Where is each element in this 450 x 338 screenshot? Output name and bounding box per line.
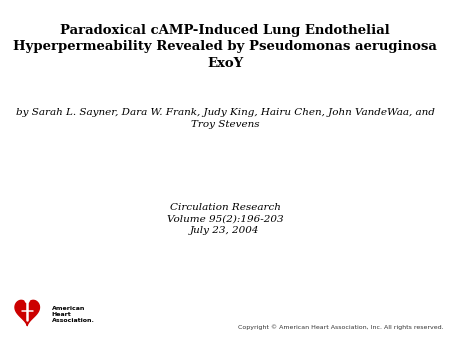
Text: Circulation Research
Volume 95(2):196-203
July 23, 2004: Circulation Research Volume 95(2):196-20… [166,203,284,235]
Polygon shape [15,300,40,326]
Text: Copyright © American Heart Association, Inc. All rights reserved.: Copyright © American Heart Association, … [238,324,443,330]
Text: by Sarah L. Sayner, Dara W. Frank, Judy King, Hairu Chen, John VandeWaa, and
Tro: by Sarah L. Sayner, Dara W. Frank, Judy … [16,108,434,129]
Text: Paradoxical cAMP-Induced Lung Endothelial
Hyperpermeability Revealed by Pseudomo: Paradoxical cAMP-Induced Lung Endothelia… [13,24,437,70]
Polygon shape [25,299,29,303]
Text: American
Heart
Association.: American Heart Association. [52,306,94,323]
